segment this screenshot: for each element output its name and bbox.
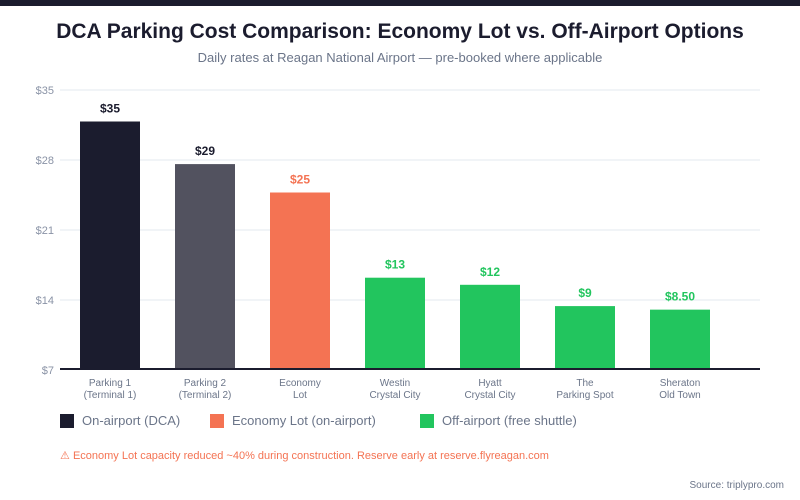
- gridlines: [60, 89, 760, 301]
- y-tick-label: $21: [36, 225, 54, 237]
- legend: On-airport (DCA) Economy Lot (on-airport…: [60, 413, 760, 431]
- value-label: $25: [290, 173, 310, 187]
- x-tick-label: Crystal City: [369, 390, 420, 401]
- x-tick-label: Parking Spot: [556, 390, 613, 401]
- x-tick-label: (Terminal 1): [84, 390, 137, 401]
- y-tick-label: $35: [36, 85, 54, 97]
- x-tick-label: Old Town: [659, 390, 701, 401]
- construction-note: ⚠ Economy Lot capacity reduced ~40% duri…: [60, 449, 549, 462]
- legend-label: Economy Lot (on-airport): [232, 413, 376, 428]
- legend-item-off-airport: Off-airport (free shuttle): [420, 413, 577, 428]
- legend-swatch: [60, 413, 74, 428]
- value-label: $29: [195, 144, 215, 158]
- bar: [270, 192, 330, 369]
- chart-subtitle: Daily rates at Reagan National Airport —…: [197, 50, 603, 65]
- bars: [80, 121, 710, 369]
- value-label: $35: [100, 102, 120, 116]
- legend-label: Off-airport (free shuttle): [442, 413, 577, 428]
- source-credit: Source: triplypro.com: [689, 480, 784, 491]
- x-tick-label: Westin: [380, 378, 410, 389]
- legend-swatch: [420, 413, 434, 428]
- value-labels: $35 $29 $25 $13 $12 $9 $8.50: [100, 102, 695, 304]
- x-tick-label: Parking 2: [184, 378, 227, 389]
- bar: [175, 164, 235, 369]
- warning-icon: ⚠: [60, 450, 70, 462]
- legend-label: On-airport (DCA): [82, 413, 181, 428]
- x-tick-label: Economy: [279, 378, 321, 389]
- legend-item-on-airport: On-airport (DCA): [60, 413, 180, 428]
- x-tick-label: Sheraton: [660, 378, 701, 389]
- x-tick-label: (Terminal 2): [179, 390, 232, 401]
- value-label: $9: [578, 286, 592, 300]
- legend-swatch: [210, 413, 224, 428]
- bar: [460, 284, 520, 369]
- value-label: $12: [480, 265, 500, 279]
- x-tick-label: Hyatt: [478, 378, 502, 389]
- y-tick-label: $14: [36, 295, 54, 307]
- x-axis-labels: Parking 1(Terminal 1) Parking 2(Terminal …: [84, 378, 701, 401]
- bar: [555, 306, 615, 369]
- bar: [80, 121, 140, 369]
- top-accent-bar: [0, 0, 800, 6]
- x-tick-label: Lot: [293, 390, 307, 401]
- x-tick-label: Crystal City: [464, 390, 515, 401]
- bar: [365, 277, 425, 369]
- bar: [650, 309, 710, 369]
- x-tick-label: Parking 1: [89, 378, 132, 389]
- legend-item-economy: Economy Lot (on-airport): [210, 413, 376, 428]
- x-tick-label: The: [576, 378, 594, 389]
- y-tick-label: $7: [42, 365, 54, 377]
- y-tick-label: $28: [36, 155, 54, 167]
- y-axis-ticks: $7 $14 $21 $28 $35: [36, 85, 54, 377]
- chart-title: DCA Parking Cost Comparison: Economy Lot…: [56, 20, 744, 43]
- note-text: Economy Lot capacity reduced ~40% during…: [72, 450, 549, 462]
- value-label: $8.50: [665, 290, 695, 304]
- value-label: $13: [385, 258, 405, 272]
